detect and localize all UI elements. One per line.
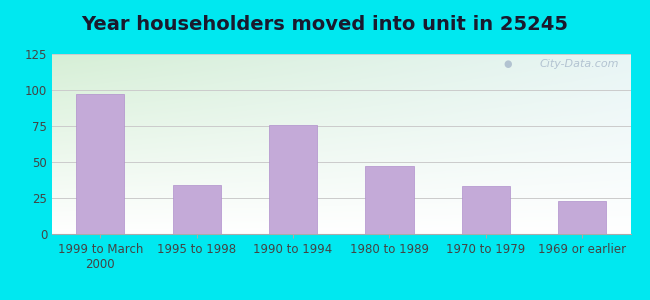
Bar [269, 124, 317, 234]
Bar [76, 94, 124, 234]
Text: ●: ● [503, 59, 512, 69]
Bar [462, 187, 510, 234]
Bar [172, 185, 221, 234]
Bar [558, 201, 606, 234]
Bar [365, 166, 413, 234]
Text: Year householders moved into unit in 25245: Year householders moved into unit in 252… [81, 15, 569, 34]
Text: City-Data.com: City-Data.com [540, 59, 619, 69]
